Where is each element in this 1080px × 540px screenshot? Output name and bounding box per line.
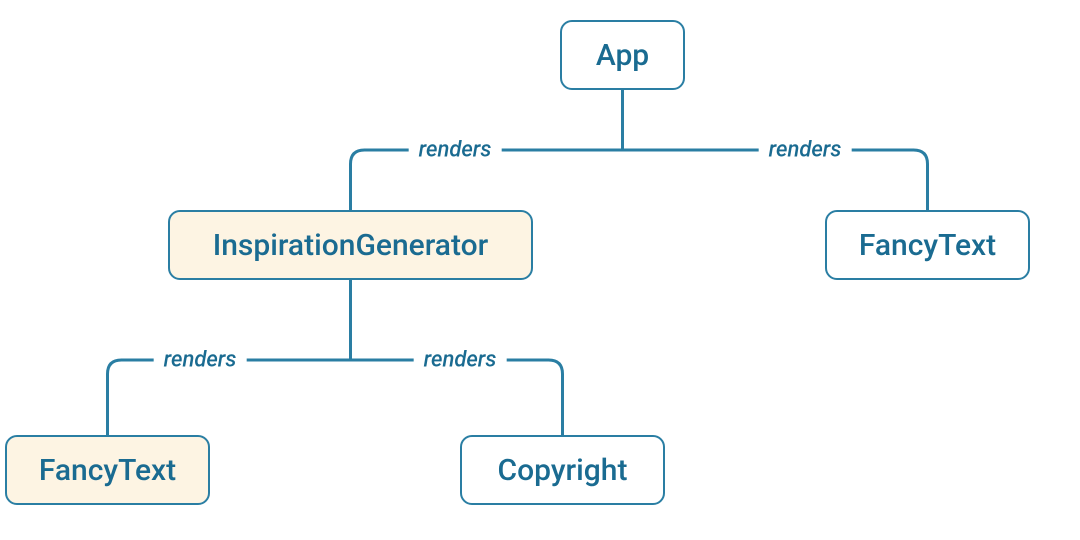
node-fancy1: FancyText (825, 210, 1030, 280)
node-fancy2: FancyText (5, 435, 210, 505)
edge-label: renders (414, 348, 507, 373)
node-insp: InspirationGenerator (168, 210, 533, 280)
node-label: App (596, 38, 649, 73)
node-label: Copyright (498, 453, 628, 488)
node-label: InspirationGenerator (213, 228, 489, 263)
edge-label: renders (154, 348, 247, 373)
tree-diagram: App InspirationGenerator FancyText FancyTex… (0, 0, 1080, 540)
node-copyright: Copyright (460, 435, 665, 505)
node-app: App (560, 20, 685, 90)
edge-label: renders (759, 138, 852, 163)
node-label: FancyText (859, 228, 996, 263)
edge-label: renders (409, 138, 502, 163)
node-label: FancyText (39, 453, 176, 488)
